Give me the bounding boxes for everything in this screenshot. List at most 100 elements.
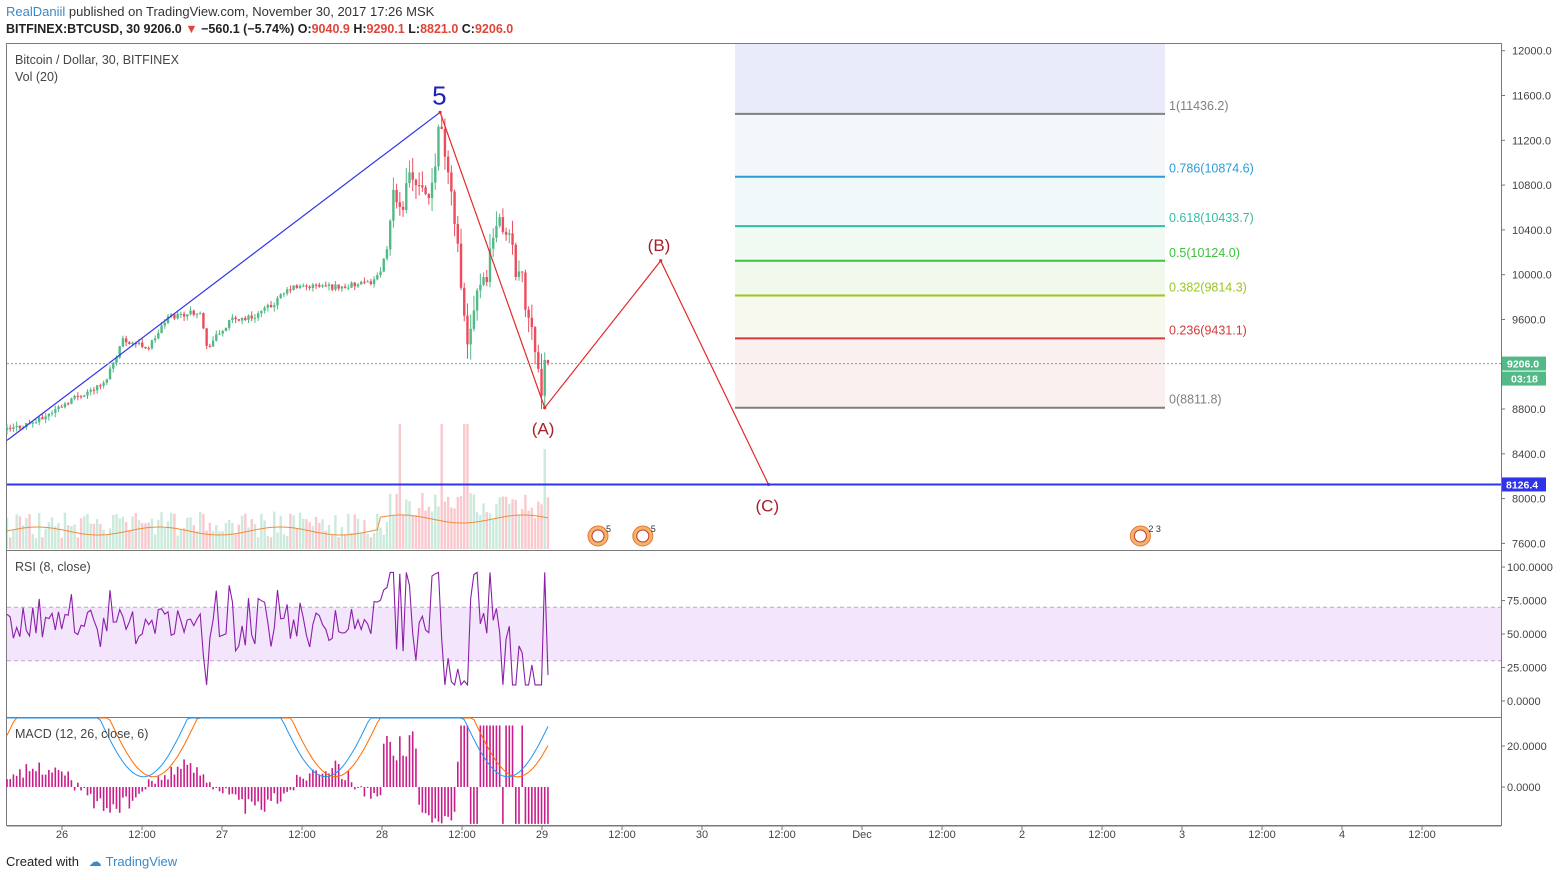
- candle-body: [437, 126, 440, 167]
- macd-histogram-bar: [6, 779, 8, 787]
- candle-body: [459, 243, 463, 288]
- candle-body: [147, 348, 150, 350]
- candle-body: [166, 316, 170, 323]
- macd-histogram-bar: [450, 787, 453, 821]
- candle-body: [144, 346, 147, 349]
- fib-level-label: 1(11436.2): [1169, 99, 1229, 113]
- volume-bar: [295, 528, 298, 549]
- volume-bar: [466, 424, 469, 549]
- time-axis-label: 12:00: [1408, 829, 1436, 841]
- volume-bar: [218, 531, 221, 549]
- candle-body: [250, 315, 253, 319]
- candle-body: [479, 284, 482, 291]
- volume-bar: [289, 513, 292, 549]
- volume-bar: [282, 534, 286, 549]
- macd-histogram-bar: [12, 774, 15, 787]
- time-axis-label: 2: [1019, 829, 1025, 841]
- candle-body: [63, 403, 67, 408]
- volume-bar: [482, 503, 485, 549]
- macd-histogram-bar: [131, 787, 134, 801]
- macd-histogram-bar: [444, 787, 446, 817]
- macd-histogram-bar: [366, 787, 369, 788]
- volume-bar: [424, 510, 427, 549]
- macd-histogram-bar: [83, 787, 86, 788]
- candle-body: [427, 193, 431, 199]
- fib-zone: [735, 176, 1165, 227]
- volume-bar: [70, 526, 73, 549]
- volume-bar: [244, 513, 247, 549]
- price-axis-label: 9600.0: [1512, 314, 1546, 326]
- main-pane-title: Bitcoin / Dollar, 30, BITFINEX: [15, 53, 179, 67]
- tradingview-link[interactable]: TradingView: [105, 854, 178, 869]
- macd-histogram-bar: [77, 782, 79, 787]
- macd-histogram-bar: [405, 756, 408, 787]
- candle-body: [421, 185, 424, 188]
- volume-bar: [540, 504, 543, 549]
- author-link[interactable]: RealDaniil: [6, 4, 66, 19]
- volume-bar: [376, 513, 379, 549]
- candle-body: [163, 322, 166, 326]
- fib-level-label: 0(8811.8): [1169, 393, 1222, 407]
- event-count: 5: [651, 524, 656, 534]
- candle-body: [540, 368, 543, 396]
- macd-histogram-bar: [508, 725, 511, 787]
- candle-body: [347, 287, 350, 289]
- volume-bar: [208, 522, 212, 549]
- macd-histogram-bar: [109, 787, 111, 813]
- volume-bar: [285, 536, 289, 549]
- macd-histogram-bar: [460, 725, 462, 787]
- volume-bar: [195, 531, 199, 549]
- candle-body: [244, 317, 247, 320]
- candle-body: [153, 338, 157, 341]
- wave-point: [438, 110, 442, 114]
- volume-bar: [311, 526, 315, 549]
- candle-body: [253, 317, 257, 319]
- candle-body: [76, 395, 80, 397]
- volume-bar: [430, 511, 434, 549]
- candle-body: [353, 282, 356, 287]
- macd-histogram-bar: [424, 787, 427, 814]
- macd-histogram-bar: [212, 787, 214, 790]
- price-axis-label: 8400.0: [1512, 449, 1546, 461]
- candle-body: [176, 313, 179, 319]
- fib-zone: [735, 295, 1165, 339]
- volume-bar: [488, 513, 492, 549]
- volume-bar: [147, 522, 150, 549]
- volume-bar: [427, 506, 431, 549]
- candle-body: [224, 327, 228, 332]
- volume-bar: [269, 537, 273, 549]
- volume-bar: [231, 523, 234, 549]
- macd-histogram-bar: [86, 787, 89, 796]
- price-axis-label: 7600.0: [1512, 538, 1546, 550]
- candle-body: [360, 281, 363, 285]
- last-price: 9206.0: [143, 22, 182, 36]
- candle-body: [472, 310, 476, 329]
- volume-bar: [137, 520, 141, 549]
- macd-histogram-bar: [228, 787, 230, 795]
- macd-histogram-bar: [469, 787, 472, 824]
- volume-bar: [66, 525, 70, 549]
- volume-bar: [224, 523, 228, 549]
- volume-bar: [173, 513, 176, 549]
- candle-body: [208, 345, 212, 347]
- volume-bar: [15, 514, 18, 549]
- macd-histogram-bar: [99, 787, 102, 799]
- candle-body: [443, 129, 447, 157]
- macd-histogram-bar: [537, 787, 540, 824]
- volume-bar: [340, 527, 344, 549]
- macd-histogram-bar: [473, 787, 475, 824]
- fib-zone: [735, 226, 1165, 261]
- event-count: 5: [606, 524, 611, 534]
- volume-bar: [347, 513, 350, 549]
- macd-histogram-bar: [225, 787, 227, 789]
- price-axis-label: 8800.0: [1512, 404, 1546, 416]
- rsi-pane-title: RSI (8, close): [15, 560, 91, 574]
- volume-bar: [440, 424, 443, 549]
- macd-histogram-bar: [370, 787, 372, 799]
- down-arrow-icon: ▼: [185, 22, 198, 36]
- macd-histogram-bar: [54, 767, 57, 787]
- tradingview-logo-icon[interactable]: ☁: [88, 854, 102, 869]
- candle-body: [514, 244, 517, 277]
- candle-body: [60, 406, 63, 408]
